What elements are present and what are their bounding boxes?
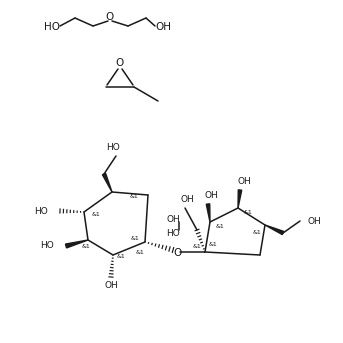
Text: OH: OH [307, 216, 321, 225]
Text: HO: HO [44, 22, 60, 32]
Text: &1: &1 [82, 244, 90, 248]
Text: &1: &1 [209, 241, 217, 247]
Text: &1: &1 [117, 255, 126, 260]
Text: OH: OH [104, 282, 118, 291]
Polygon shape [265, 225, 284, 235]
Polygon shape [206, 204, 210, 222]
Text: &1: &1 [253, 230, 261, 236]
Text: &1: &1 [135, 249, 144, 255]
Text: &1: &1 [92, 213, 100, 217]
Text: &1: &1 [244, 210, 252, 214]
Text: HO: HO [34, 206, 48, 215]
Text: &1: &1 [216, 225, 224, 229]
Text: &1: &1 [193, 244, 201, 248]
Text: &1: &1 [131, 236, 139, 240]
Text: O: O [106, 12, 114, 22]
Text: HO: HO [106, 142, 120, 152]
Text: HO: HO [166, 229, 180, 238]
Text: OH: OH [180, 194, 194, 203]
Polygon shape [103, 173, 112, 192]
Text: O: O [174, 248, 182, 258]
Text: &1: &1 [130, 194, 138, 200]
Text: OH: OH [204, 191, 218, 201]
Polygon shape [66, 240, 88, 248]
Text: OH: OH [155, 22, 171, 32]
Text: OH: OH [237, 177, 251, 187]
Text: HO: HO [40, 241, 54, 250]
Text: O: O [116, 58, 124, 68]
Text: OH: OH [166, 215, 180, 225]
Polygon shape [238, 190, 242, 208]
